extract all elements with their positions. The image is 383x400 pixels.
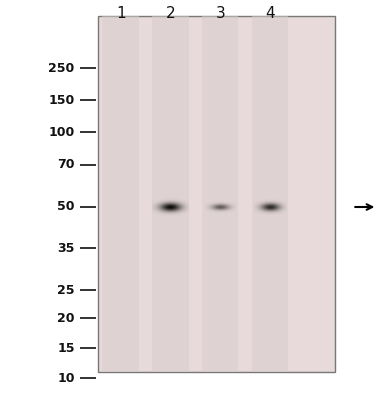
Text: 35: 35 — [57, 242, 75, 254]
Bar — [98, 16, 335, 372]
Bar — [103, 16, 139, 372]
Bar — [152, 16, 189, 372]
Text: 150: 150 — [48, 94, 75, 106]
Bar — [252, 16, 288, 372]
Text: 25: 25 — [57, 284, 75, 296]
Text: 250: 250 — [48, 62, 75, 74]
Bar — [202, 16, 238, 372]
Text: 70: 70 — [57, 158, 75, 172]
Text: 1: 1 — [116, 6, 126, 22]
Text: 3: 3 — [215, 6, 225, 22]
Text: 10: 10 — [57, 372, 75, 384]
Text: 15: 15 — [57, 342, 75, 354]
Text: 4: 4 — [265, 6, 275, 22]
Text: 20: 20 — [57, 312, 75, 324]
Text: 100: 100 — [48, 126, 75, 138]
Text: 50: 50 — [57, 200, 75, 214]
Text: 2: 2 — [165, 6, 175, 22]
